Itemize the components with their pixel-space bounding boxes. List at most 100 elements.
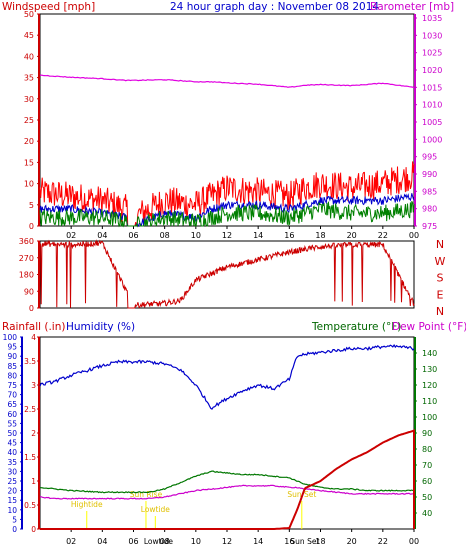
rain-tick-label: 2.5 [24, 405, 36, 414]
rain-tick-label: 2 [31, 429, 36, 438]
wind-x-tick-label: 08 [160, 231, 170, 240]
wind-right-tick-label: 1035 [422, 14, 442, 23]
direction-series [39, 239, 415, 309]
humidity-tick-label: 65 [7, 400, 17, 409]
rain-label: Rainfall (.in) [2, 321, 65, 333]
wind-left-tick-label: 5 [29, 201, 34, 210]
temperature-tick-label: 80 [422, 445, 432, 454]
humidity-tick-label: 55 [7, 419, 17, 428]
bottom-x-tick-label: 20 [347, 537, 357, 546]
rain-tick-label: 3.5 [24, 357, 36, 366]
humidity-tick-label: 20 [7, 487, 17, 496]
bottom-series [39, 344, 415, 530]
temperature-tick-label: 50 [422, 493, 432, 502]
bottom-x-tick-label: 06 [128, 537, 138, 546]
humidity-tick-label: 90 [7, 352, 17, 361]
wind-right-tick-label: 1000 [422, 135, 442, 144]
bottom-x-tick-label: 08 [160, 537, 170, 546]
wind-right-tick-label: 995 [422, 153, 437, 162]
wind-right-tick-label: 1005 [422, 118, 442, 127]
direction-tick-label: 180 [19, 271, 34, 280]
wind-right-label: Barometer [mb] [370, 1, 454, 13]
wind-x-tick-label: 02 [66, 231, 76, 240]
direction-plot-frame [39, 240, 415, 309]
wind-right-tick-label: 1020 [422, 66, 442, 75]
humidity-tick-label: 45 [7, 439, 17, 448]
wind-x-tick-label: 10 [191, 231, 201, 240]
wind-right-tick-label: 1025 [422, 49, 442, 58]
wind-right-tick-label: 985 [422, 187, 437, 196]
wind-x-tick-label: 18 [315, 231, 325, 240]
humidity-tick-label: 10 [7, 506, 17, 515]
wind-x-tick-label: 00 [409, 231, 419, 240]
wind-left-axis: 0 5 10 15 20 25 30 35 40 45 50 [24, 10, 40, 231]
temperature-tick-label: 120 [422, 381, 437, 390]
bottom-x-tick-label: 14 [253, 537, 263, 546]
bottom-x-axis: 02 04 06 08 10 12 14 16 18 20 22 00 [66, 529, 419, 546]
wind-direction-line [39, 239, 415, 309]
wind-right-tick-label: 1030 [422, 31, 442, 40]
wind-gust-line [39, 161, 415, 227]
rain-tick-label: 1 [31, 477, 36, 486]
temperature-line [39, 470, 415, 494]
dew-label: Dew Point (°F) [392, 321, 466, 333]
wind-plot-frame [39, 13, 415, 227]
humidity-tick-label: 15 [7, 496, 17, 505]
direction-compass-label: N [436, 305, 444, 318]
humidity-tick-label: 35 [7, 458, 17, 467]
event-bottom-label: Lowtide [144, 537, 174, 546]
temperature-tick-label: 100 [422, 413, 437, 422]
temperature-tick-label: 70 [422, 461, 432, 470]
direction-compass-label: S [437, 272, 444, 285]
wind-x-tick-label: 12 [222, 231, 232, 240]
humidity-tick-label: 60 [7, 410, 17, 419]
humidity-tick-label: 40 [7, 448, 17, 457]
wind-x-tick-label: 04 [97, 231, 107, 240]
bottom-x-tick-label: 04 [97, 537, 107, 546]
rain-tick-label: 4 [31, 333, 36, 342]
wind-x-axis: 02 04 06 08 10 12 14 16 18 20 22 00 [66, 226, 419, 240]
wind-right-tick-label: 1010 [422, 101, 442, 110]
bottom-x-tick-label: 18 [315, 537, 325, 546]
temperature-tick-label: 130 [422, 365, 437, 374]
direction-compass-label: N [436, 238, 444, 251]
rain-tick-label: 1.5 [24, 453, 36, 462]
wind-left-tick-label: 45 [24, 31, 34, 40]
direction-tick-label: 0 [29, 304, 34, 313]
humidity-label: Humidity (%) [66, 321, 135, 333]
humidity-tick-label: 75 [7, 381, 17, 390]
wind-left-tick-label: 20 [24, 137, 34, 146]
wind-right-tick-label: 980 [422, 205, 437, 214]
wind-right-tick-label: 990 [422, 170, 437, 179]
wind-x-tick-label: 22 [378, 231, 388, 240]
wind-x-tick-label: 14 [253, 231, 263, 240]
wind-x-tick-label: 16 [284, 231, 294, 240]
wind-right-tick-label: 975 [422, 222, 437, 231]
wind-title: 24 hour graph day : November 08 2014 [170, 1, 379, 13]
bottom-x-tick-label: 16 [284, 537, 294, 546]
wind-x-tick-label: 20 [347, 231, 357, 240]
direction-compass-label: E [437, 288, 444, 301]
event-bottom-label: Sun Set [290, 537, 319, 546]
humidity-tick-label: 70 [7, 391, 17, 400]
event-marker-label: Lowtide [141, 505, 171, 514]
humidity-tick-label: 5 [12, 515, 17, 524]
dew-point-line [39, 484, 414, 500]
barometer-line [39, 74, 415, 89]
temp-label: Temperature (°F) [311, 321, 401, 333]
wind-speed-line [39, 200, 415, 228]
humidity-tick-label: 25 [7, 477, 17, 486]
humidity-axis: 0510152025303540455055606570758085909510… [3, 333, 23, 534]
rain-tick-label: 0.5 [24, 501, 36, 510]
humidity-tick-label: 100 [3, 333, 18, 342]
humidity-line [39, 344, 415, 410]
direction-compass-label: W [435, 255, 446, 268]
direction-left-axis: 0 90 180 270 360 [19, 237, 40, 313]
wind-left-label: Windspeed [mph] [2, 1, 95, 13]
wind-series [39, 74, 415, 228]
wind-x-tick-label: 06 [128, 231, 138, 240]
temperature-tick-label: 60 [422, 477, 432, 486]
